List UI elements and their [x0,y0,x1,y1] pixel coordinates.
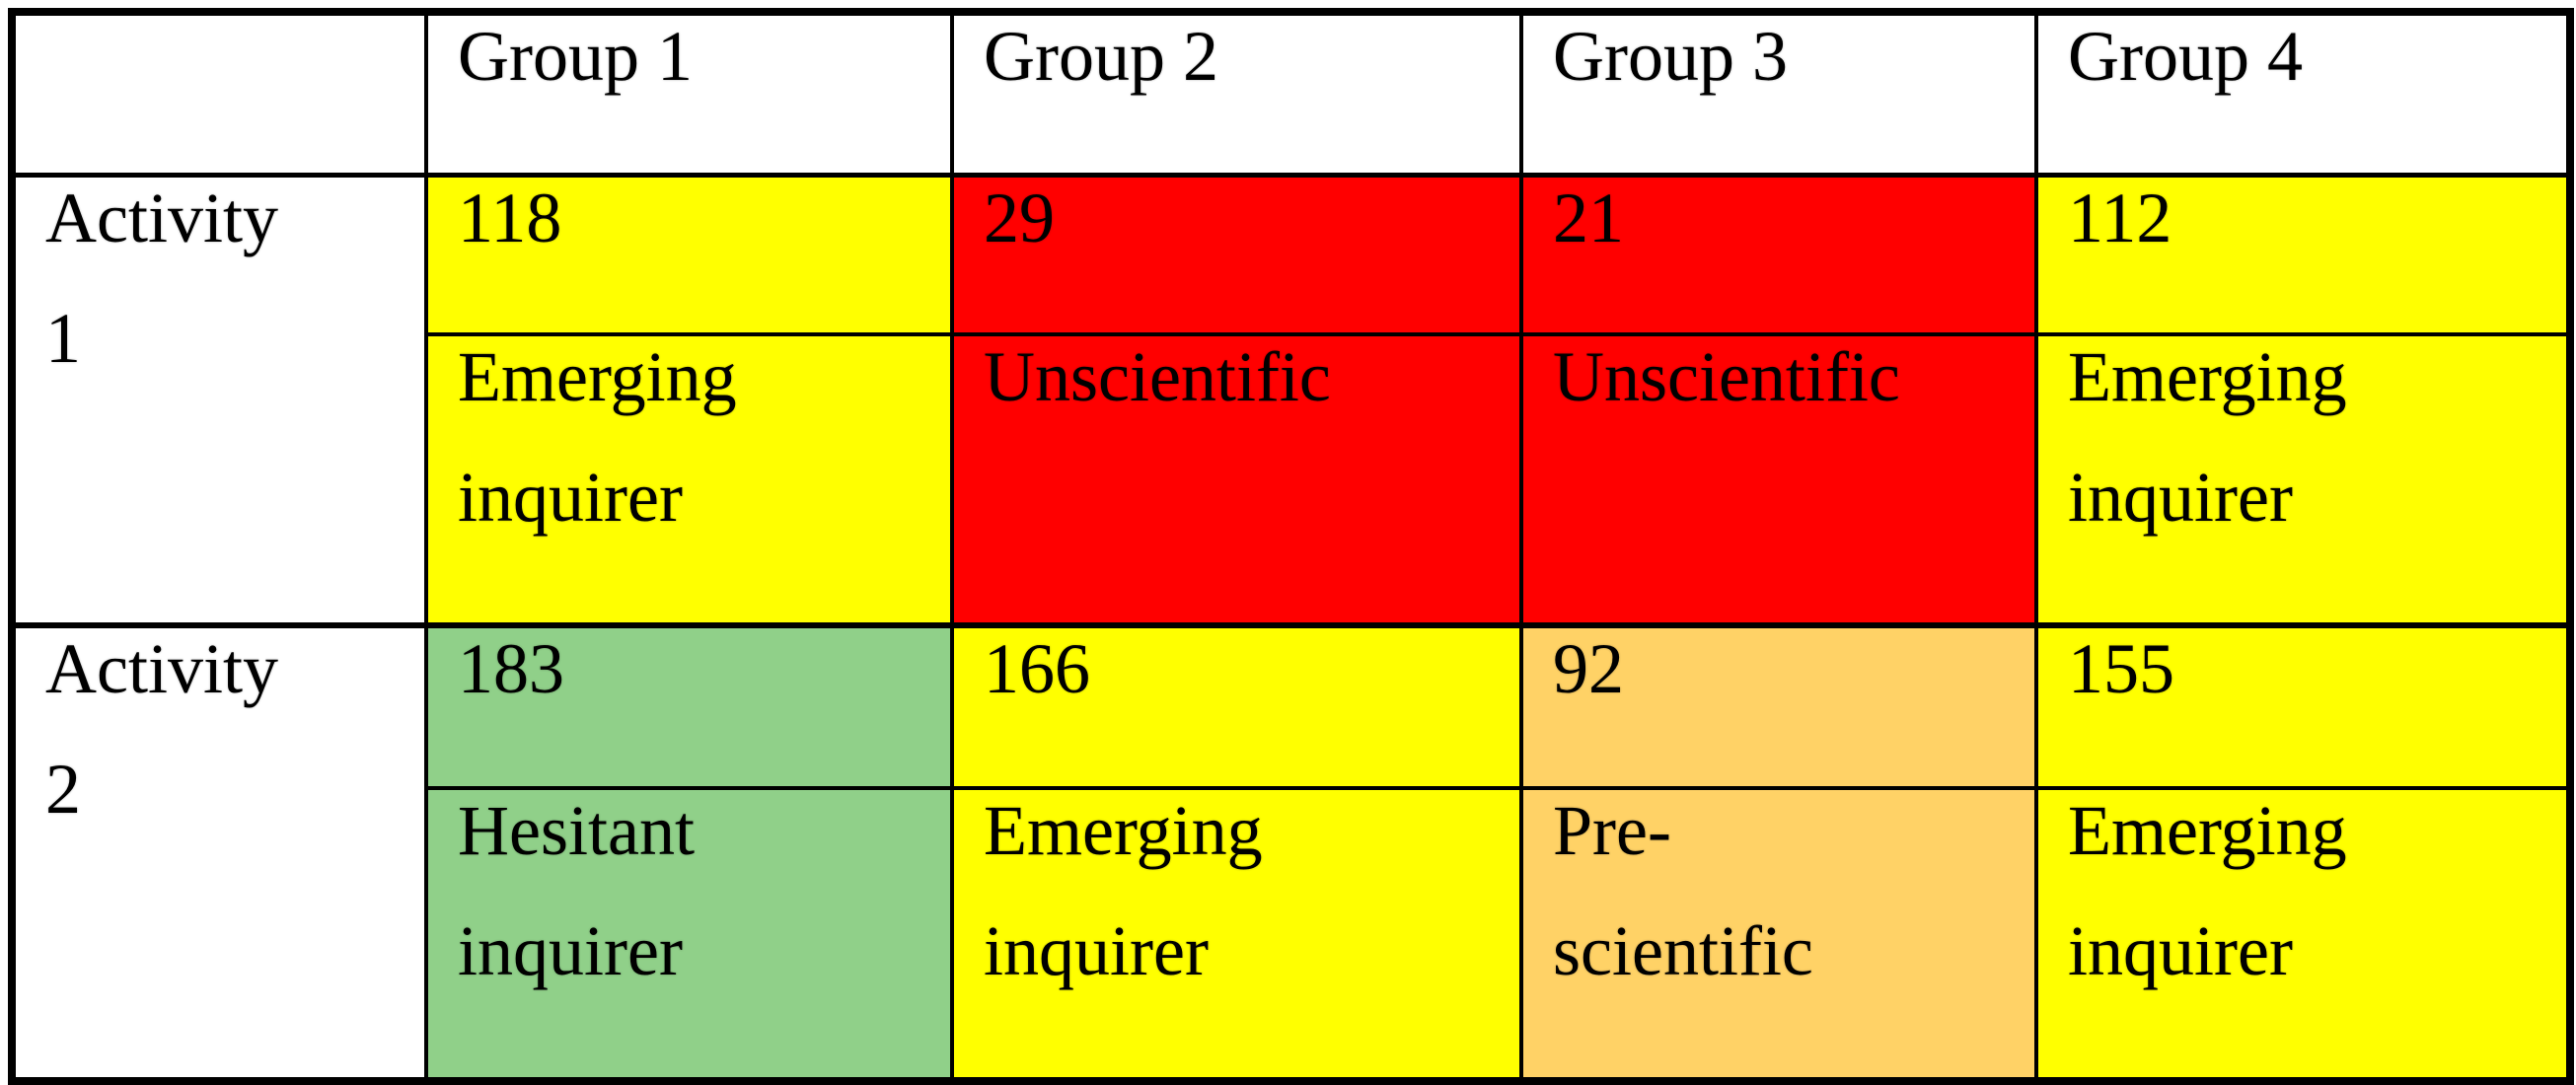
count-value: 183 [458,629,564,708]
level-label: Pre- scientific [1553,791,1813,991]
activity-1-label-row: Emerging inquirer Unscientific Unscienti… [12,332,2572,627]
cell-activity1-group3-count: 21 [1519,173,2038,336]
cell-activity2-group3-count: 92 [1519,622,2038,790]
header-row: Group 1 Group 2 Group 3 Group 4 [10,10,2572,178]
level-label: Emerging inquirer [458,337,737,538]
activity-2-label: Activity 2 [45,629,278,830]
header-group-1-label: Group 1 [458,17,693,96]
activity-2-label-row: Hesitant inquirer Emerging inquirer Pre-… [12,786,2572,1083]
cell-activity2-group1-level: Hesitant inquirer [424,786,954,1083]
row-header-activity-1: Activity 1 [10,173,428,627]
level-label: Hesitant inquirer [458,791,695,991]
cell-activity1-group4-level: Emerging inquirer [2034,332,2572,627]
row-header-activity-2: Activity 2 [10,622,428,1083]
count-value: 155 [2068,629,2174,708]
count-value: 166 [984,629,1090,708]
count-value: 118 [458,178,562,257]
cell-activity2-group4-count: 155 [2034,622,2572,790]
cell-activity2-group1-count: 183 [424,622,954,790]
level-label: Unscientific [984,337,1331,416]
activity-1-count-row: Activity 1 118 29 21 112 [10,173,2572,627]
corner-cell [10,10,428,178]
header-group-3: Group 3 [1519,10,2038,178]
header-group-2: Group 2 [950,10,1523,178]
cell-activity1-group2-level: Unscientific [950,332,1523,627]
count-value: 29 [984,178,1055,257]
header-group-3-label: Group 3 [1553,17,1788,96]
cell-activity1-group1-level: Emerging inquirer [424,332,954,627]
cell-activity1-group1-count: 118 [424,173,954,336]
count-value: 92 [1553,629,1624,708]
activity-2-count-row: Activity 2 183 166 92 155 [10,622,2572,1083]
cell-activity2-group4-level: Emerging inquirer [2034,786,2572,1083]
cell-activity2-group2-level: Emerging inquirer [950,786,1523,1083]
cell-activity1-group3-level: Unscientific [1519,332,2038,627]
header-group-4-label: Group 4 [2068,17,2303,96]
results-table: Group 1 Group 2 Group 3 Group 4 Activity… [8,8,2574,1085]
count-value: 21 [1553,178,1624,257]
level-label: Unscientific [1553,337,1900,416]
level-label: Emerging inquirer [984,791,1263,991]
activity-1-label: Activity 1 [45,178,278,378]
cell-activity1-group4-count: 112 [2034,173,2572,336]
level-label: Emerging inquirer [2068,791,2347,991]
header-group-4: Group 4 [2034,10,2572,178]
cell-activity2-group2-count: 166 [950,622,1523,790]
cell-activity2-group3-level: Pre- scientific [1519,786,2038,1083]
header-group-1: Group 1 [424,10,954,178]
cell-activity1-group2-count: 29 [950,173,1523,336]
header-group-2-label: Group 2 [984,17,1218,96]
level-label: Emerging inquirer [2068,337,2347,538]
count-value: 112 [2068,178,2172,257]
